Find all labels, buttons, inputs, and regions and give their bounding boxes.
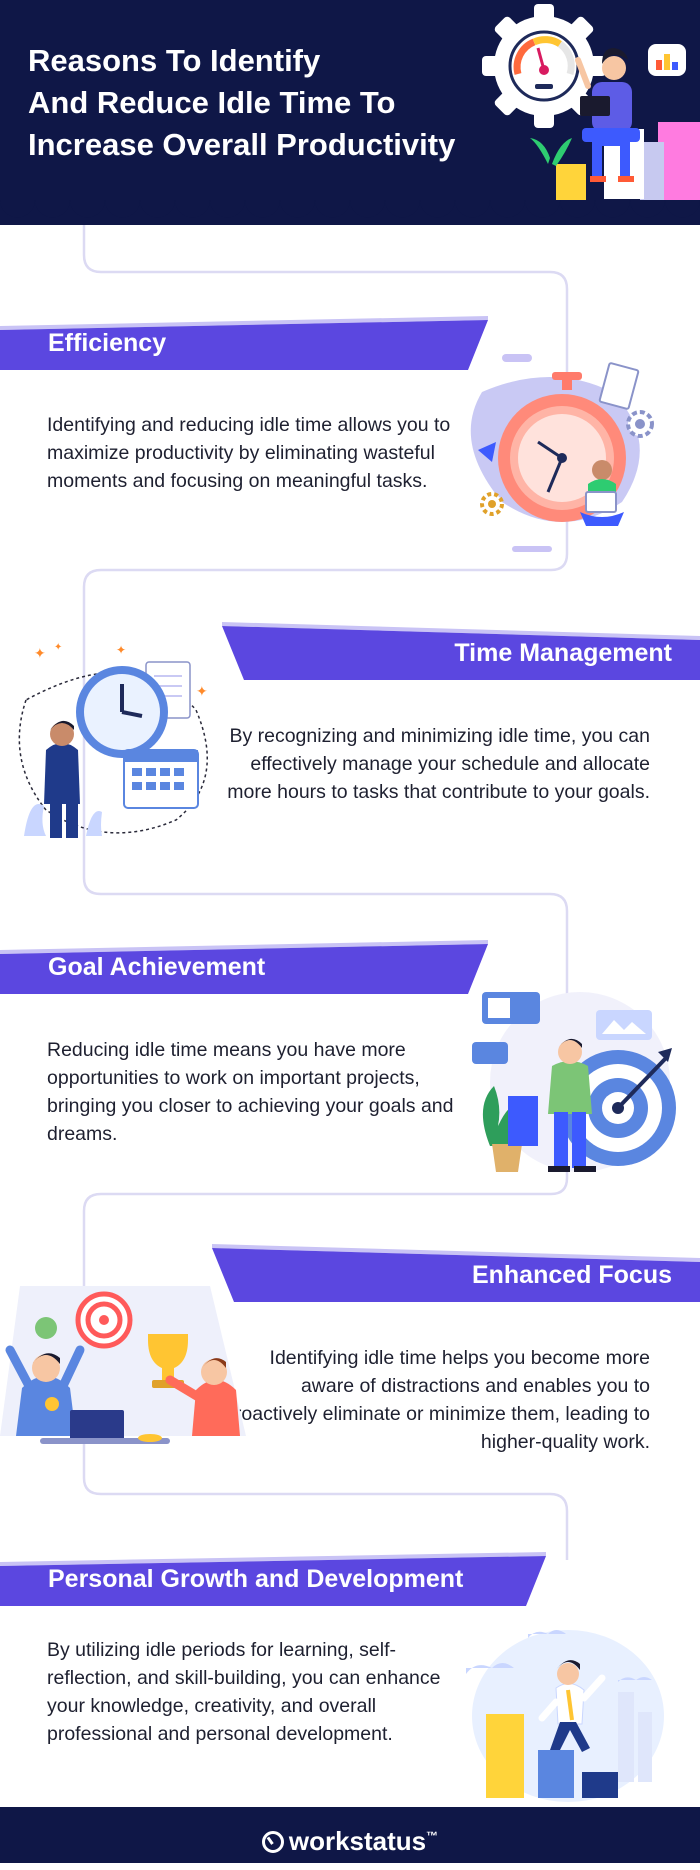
section-title-efficiency: Efficiency [48, 329, 167, 357]
workstatus-logo[interactable]: workstatus™ [0, 1807, 700, 1863]
section-description-efficiency: Identifying and reducing idle time allow… [47, 414, 451, 492]
banner-shape [0, 1552, 546, 1606]
banner-shape [212, 1244, 700, 1302]
footer-bar: workstatus™ [0, 1807, 700, 1863]
section-banner-efficiency: Efficiency [0, 312, 500, 370]
section-banner-goal-achievement: Goal Achievement [0, 936, 500, 994]
section-banner-personal-growth: Personal Growth and Development [0, 1548, 556, 1606]
section-description-enhanced-focus: Identifying idle time helps you become m… [224, 1347, 650, 1453]
title-line-2: And Reduce Idle Time To [28, 85, 396, 120]
section-description-personal-growth: By utilizing idle periods for learning, … [47, 1639, 441, 1745]
header-scallop-edge [0, 200, 700, 218]
section-title-personal-growth: Personal Growth and Development [48, 1565, 464, 1593]
svg-text:✦: ✦ [34, 646, 46, 662]
title-line-3: Increase Overall Productivity [28, 127, 456, 162]
man-climbing-steps-illustration [466, 1630, 664, 1802]
man-clock-calendar-illustration: ✦ ✦ ✦ ✦ [18, 642, 208, 838]
section-title-enhanced-focus: Enhanced Focus [471, 1261, 672, 1289]
banner-shape [0, 316, 488, 370]
section-title-goal-achievement: Goal Achievement [48, 953, 266, 981]
page-title: Reasons To Identify And Reduce Idle Time… [28, 40, 498, 166]
man-target-dart-illustration [472, 992, 676, 1172]
trademark-symbol: ™ [426, 1829, 439, 1843]
section-title-time-management: Time Management [454, 639, 672, 667]
team-trophy-celebration-illustration [0, 1286, 246, 1444]
brand-name: workstatus [288, 1826, 427, 1856]
section-banner-time-management: Time Management [222, 622, 700, 680]
stopwatch-logo-icon [261, 1831, 284, 1853]
stopwatch-woman-laptop-illustration [470, 354, 654, 552]
header-banner: Reasons To Identify And Reduce Idle Time… [0, 0, 700, 225]
banner-shape [0, 940, 488, 994]
svg-text:✦: ✦ [196, 684, 208, 700]
svg-text:✦: ✦ [54, 642, 62, 653]
section-description-goal-achievement: Reducing idle time means you have more o… [47, 1039, 454, 1145]
svg-text:✦: ✦ [116, 643, 126, 657]
gauge-man-laptop-illustration [482, 4, 700, 200]
section-description-time-management: By recognizing and minimizing idle time,… [227, 725, 650, 803]
section-banner-enhanced-focus: Enhanced Focus [212, 1244, 700, 1302]
banner-shape [222, 622, 700, 680]
title-line-1: Reasons To Identify [28, 43, 321, 78]
